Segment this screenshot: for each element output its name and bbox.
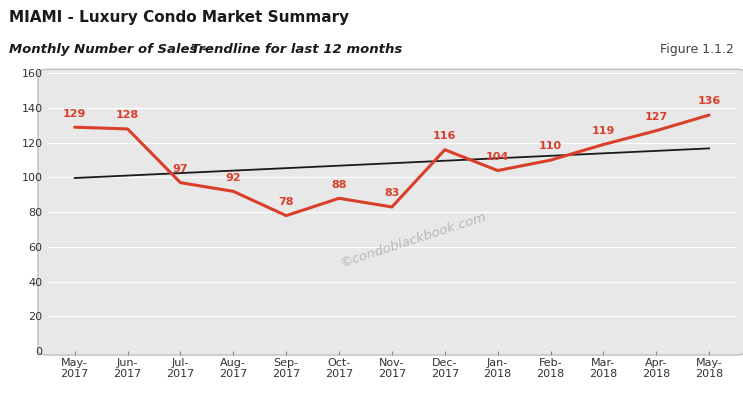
Text: MIAMI - Luxury Condo Market Summary: MIAMI - Luxury Condo Market Summary	[9, 10, 349, 25]
Text: Figure 1.1.2: Figure 1.1.2	[661, 43, 734, 56]
Text: 136: 136	[698, 96, 721, 106]
Text: 78: 78	[279, 197, 294, 207]
Text: Monthly Number of Sales -: Monthly Number of Sales -	[9, 43, 212, 56]
Text: 88: 88	[331, 180, 347, 190]
FancyBboxPatch shape	[38, 69, 743, 355]
Text: 92: 92	[226, 173, 241, 183]
Text: 104: 104	[486, 152, 509, 162]
Text: 110: 110	[539, 142, 562, 151]
Text: 119: 119	[591, 126, 615, 136]
Text: 83: 83	[384, 188, 400, 198]
Text: 128: 128	[116, 110, 139, 120]
Text: Trendline for last 12 months: Trendline for last 12 months	[191, 43, 402, 56]
Text: 129: 129	[63, 109, 86, 118]
Text: ©condoblackbook.com: ©condoblackbook.com	[337, 210, 487, 270]
Text: 97: 97	[172, 164, 188, 174]
Text: 127: 127	[645, 112, 668, 122]
Text: 116: 116	[433, 131, 456, 141]
